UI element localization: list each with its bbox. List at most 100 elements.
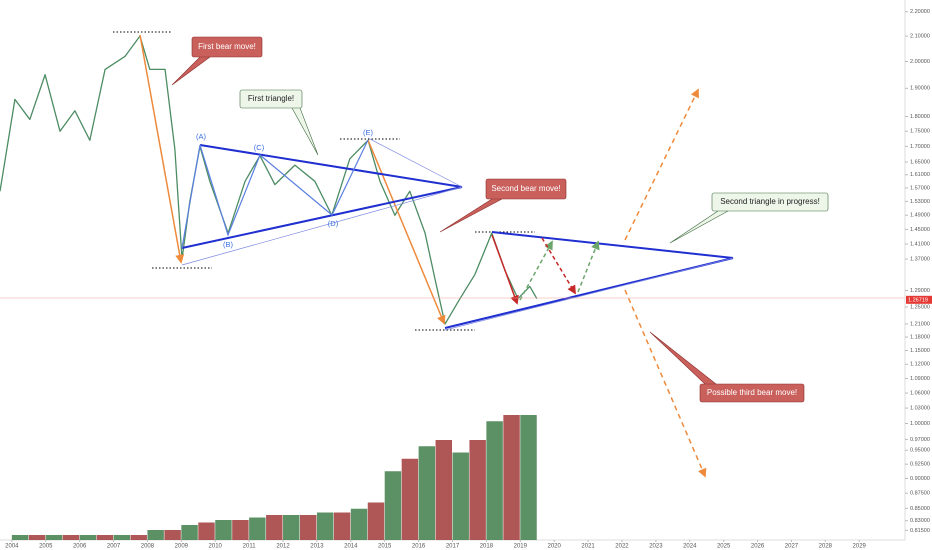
triangle-line — [491, 231, 734, 259]
volume-bar — [299, 515, 317, 540]
y-tick-label: 1.75000 — [910, 129, 930, 135]
y-tick-label: 1.21000 — [910, 321, 930, 327]
volume-bar — [316, 512, 334, 540]
y-tick-label: 1.49000 — [910, 213, 930, 219]
volume-bar — [147, 530, 164, 540]
x-tick-label: 2010 — [209, 544, 223, 550]
x-tick-label: 2005 — [39, 544, 53, 550]
volume-bar — [181, 525, 198, 540]
volume-bar — [130, 535, 147, 540]
volume-bar — [45, 535, 63, 540]
callout-pointer — [649, 331, 717, 385]
volume-bar — [418, 446, 436, 540]
y-tick-label: 0.90000 — [910, 476, 930, 482]
callout-pointer — [669, 210, 729, 244]
y-tick-label: 1.03000 — [910, 405, 930, 411]
wave-path — [181, 139, 369, 249]
x-tick-label: 2011 — [243, 544, 257, 550]
x-tick-label: 2009 — [175, 544, 189, 550]
volume-bar — [96, 535, 114, 540]
y-tick-label: 1.25000 — [910, 304, 930, 310]
wave-label: (B) — [223, 240, 234, 249]
y-tick-label: 0.87500 — [910, 491, 930, 497]
drawings — [0, 31, 905, 478]
volume-bar — [503, 415, 520, 540]
wave-label: (C) — [254, 143, 265, 152]
x-tick-label: 2018 — [480, 544, 494, 550]
callout-text: First triangle! — [248, 94, 294, 103]
volume-bar — [62, 535, 80, 540]
wave-label: (A) — [196, 132, 207, 141]
volume-bar — [435, 440, 452, 540]
x-tick-label: 2029 — [853, 544, 867, 550]
x-tick-label: 2006 — [73, 544, 87, 550]
x-tick-label: 2028 — [819, 544, 833, 550]
volume-bar — [384, 471, 402, 540]
volume-bar — [266, 515, 283, 540]
x-tick-label: 2024 — [683, 544, 697, 550]
callout-text: Possible third bear move! — [707, 388, 797, 397]
x-tick-label: 2025 — [717, 544, 731, 550]
volume-layer — [11, 415, 537, 540]
callout-text: Second triangle in progress! — [720, 197, 820, 206]
y-tick-label: 1.00000 — [910, 421, 930, 427]
y-tick-label: 1.53000 — [910, 199, 930, 205]
y-tick-label: 1.15000 — [910, 348, 930, 354]
wave-arrow — [491, 234, 519, 305]
x-tick-label: 2012 — [276, 544, 290, 550]
volume-bar — [520, 415, 537, 540]
x-tick-label: 2020 — [548, 544, 562, 550]
axes-layer: 2.20000 2.10000 2.00000 1.90000 1.80000 1.750… — [5, 9, 932, 550]
volume-bar — [452, 452, 469, 540]
y-tick-label: 2.00000 — [910, 59, 930, 65]
volume-bar — [164, 530, 181, 540]
y-tick-label: 1.41000 — [910, 242, 930, 248]
y-tick-label: 0.81500 — [910, 528, 930, 534]
y-tick-label: 1.70000 — [910, 144, 930, 150]
volume-bar — [113, 535, 130, 540]
triangle-line — [199, 144, 463, 188]
x-tick-label: 2022 — [615, 544, 629, 550]
callout-box — [239, 89, 303, 109]
x-tick-label: 2008 — [141, 544, 155, 550]
callout-text: First bear move! — [198, 42, 256, 51]
volume-bar — [367, 502, 385, 540]
y-tick-label: 1.09000 — [910, 376, 930, 382]
y-tick-label: 0.97000 — [910, 437, 930, 443]
y-tick-label: 1.37000 — [910, 257, 930, 263]
x-tick-label: 2026 — [751, 544, 765, 550]
projection-arrow — [624, 289, 707, 478]
callouts: First bear move! First triangle! Second … — [171, 36, 829, 403]
x-tick-label: 2027 — [785, 544, 799, 550]
triangle-thin — [444, 257, 734, 331]
volume-bar — [215, 520, 232, 540]
x-tick-label: 2013 — [310, 544, 324, 550]
volume-bar — [486, 421, 503, 540]
projection-arrow — [624, 88, 699, 241]
x-tick-label: 2015 — [378, 544, 392, 550]
y-tick-label: 0.95000 — [910, 448, 930, 454]
y-tick-label: 1.90000 — [910, 86, 930, 92]
volume-bar — [401, 458, 419, 540]
callout-pointer — [291, 107, 319, 156]
volume-bar — [11, 535, 29, 540]
callout-box — [699, 383, 805, 403]
callout-box — [711, 192, 829, 212]
volume-bar — [350, 508, 368, 540]
volume-bar — [232, 520, 249, 540]
y-tick-label: 0.83000 — [910, 518, 930, 524]
x-tick-label: 2021 — [581, 544, 595, 550]
y-tick-label: 0.85000 — [910, 506, 930, 512]
x-tick-label: 2007 — [107, 544, 121, 550]
projection-arrow — [577, 240, 600, 293]
y-tick-label: 0.92500 — [910, 462, 930, 468]
volume-bar — [79, 535, 97, 540]
y-tick-label: 1.80000 — [910, 114, 930, 120]
volume-bar — [333, 512, 351, 540]
projection-arrow — [541, 237, 576, 295]
wave-label: (D) — [328, 219, 339, 228]
callout-pointer — [171, 56, 211, 86]
x-tick-label: 2019 — [514, 544, 528, 550]
y-tick-label: 1.18000 — [910, 334, 930, 340]
